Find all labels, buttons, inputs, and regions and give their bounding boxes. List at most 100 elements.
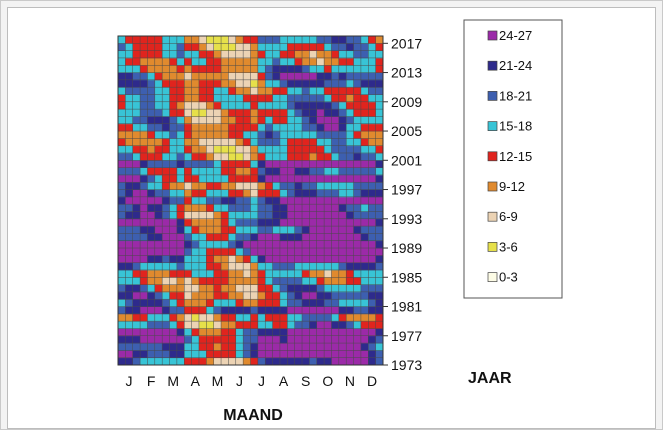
heatmap-cell xyxy=(346,277,354,285)
heatmap-cell xyxy=(287,80,295,88)
heatmap-cell xyxy=(280,153,288,161)
heatmap-cell xyxy=(243,175,251,183)
heatmap-cell xyxy=(273,350,281,358)
heatmap-cell xyxy=(354,270,362,278)
heatmap-cell xyxy=(354,285,362,293)
heatmap-cell xyxy=(309,277,317,285)
heatmap-cell xyxy=(258,204,266,212)
heatmap-cell xyxy=(368,270,376,278)
heatmap-cell xyxy=(287,51,295,59)
heatmap-cell xyxy=(170,80,178,88)
heatmap-cell xyxy=(243,182,251,190)
heatmap-cell xyxy=(280,285,288,293)
heatmap-cell xyxy=(265,350,273,358)
heatmap-cell xyxy=(140,80,148,88)
heatmap-cell xyxy=(228,73,236,81)
heatmap-cell xyxy=(214,43,222,51)
heatmap-cell xyxy=(184,116,192,124)
heatmap-cell xyxy=(155,343,163,351)
heatmap-cell xyxy=(236,153,244,161)
heatmap-cell xyxy=(273,190,281,198)
heatmap-cell xyxy=(258,102,266,110)
heatmap-cell xyxy=(265,248,273,256)
heatmap-cell xyxy=(243,131,251,139)
heatmap-cell xyxy=(354,36,362,44)
heatmap-cell xyxy=(376,307,384,315)
heatmap-cell xyxy=(339,175,347,183)
heatmap-cell xyxy=(265,211,273,219)
heatmap-cell xyxy=(331,307,339,315)
heatmap-cell xyxy=(346,153,354,161)
heatmap-cell xyxy=(331,58,339,66)
heatmap-cell xyxy=(361,182,369,190)
heatmap-cell xyxy=(155,73,163,81)
heatmap-cell xyxy=(199,285,207,293)
heatmap-cell xyxy=(192,146,200,154)
heatmap-cell xyxy=(236,116,244,124)
heatmap-cell xyxy=(251,358,259,366)
heatmap-cell xyxy=(118,116,126,124)
heatmap-cell xyxy=(273,328,281,336)
heatmap-cell xyxy=(140,51,148,59)
heatmap-cell xyxy=(354,350,362,358)
heatmap-cell xyxy=(118,336,126,344)
heatmap-cell xyxy=(258,211,266,219)
heatmap-cell xyxy=(324,255,332,263)
heatmap-cell xyxy=(155,336,163,344)
heatmap-cell xyxy=(368,36,376,44)
heatmap-cell xyxy=(184,299,192,307)
heatmap-cell xyxy=(361,263,369,271)
heatmap-cell xyxy=(302,131,310,139)
heatmap-cell xyxy=(376,358,384,366)
heatmap-cell xyxy=(265,131,273,139)
heatmap-cell xyxy=(354,197,362,205)
heatmap-cell xyxy=(251,233,259,241)
heatmap-cell xyxy=(147,160,155,168)
heatmap-cell xyxy=(287,102,295,110)
heatmap-cell xyxy=(346,131,354,139)
y-tick-label: 1985 xyxy=(391,269,422,285)
heatmap-cell xyxy=(221,102,229,110)
heatmap-cell xyxy=(368,190,376,198)
heatmap-cell xyxy=(280,343,288,351)
heatmap-cell xyxy=(170,219,178,227)
heatmap-cell xyxy=(147,80,155,88)
heatmap-cell xyxy=(228,350,236,358)
heatmap-cell xyxy=(206,350,214,358)
heatmap-cell xyxy=(361,102,369,110)
heatmap-cell xyxy=(125,65,133,73)
heatmap-cell xyxy=(302,190,310,198)
heatmap-cell xyxy=(368,109,376,117)
heatmap-cell xyxy=(309,204,317,212)
heatmap-cell xyxy=(147,116,155,124)
heatmap-cell xyxy=(192,314,200,322)
heatmap-cell xyxy=(140,314,148,322)
heatmap-cell xyxy=(302,241,310,249)
heatmap-cell xyxy=(376,109,384,117)
heatmap-cell xyxy=(162,51,170,59)
heatmap-cell xyxy=(133,43,141,51)
heatmap-cell xyxy=(346,138,354,146)
heatmap-cell xyxy=(177,263,185,271)
heatmap-cell xyxy=(228,168,236,176)
heatmap-cell xyxy=(265,160,273,168)
heatmap-cell xyxy=(214,248,222,256)
heatmap-cell xyxy=(346,350,354,358)
heatmap-cell xyxy=(228,241,236,249)
heatmap-cell xyxy=(251,73,259,81)
heatmap-cell xyxy=(376,138,384,146)
heatmap-cell xyxy=(287,153,295,161)
heatmap-cell xyxy=(361,65,369,73)
heatmap-cell xyxy=(133,233,141,241)
heatmap-cell xyxy=(192,65,200,73)
heatmap-cell xyxy=(155,146,163,154)
heatmap-cell xyxy=(206,58,214,66)
heatmap-cell xyxy=(280,146,288,154)
x-axis-title: MAAND xyxy=(223,407,283,424)
heatmap-cell xyxy=(258,285,266,293)
heatmap-cell xyxy=(258,146,266,154)
heatmap-cell xyxy=(184,80,192,88)
heatmap-cell xyxy=(170,51,178,59)
heatmap-cell xyxy=(295,146,303,154)
heatmap-cell xyxy=(147,124,155,132)
